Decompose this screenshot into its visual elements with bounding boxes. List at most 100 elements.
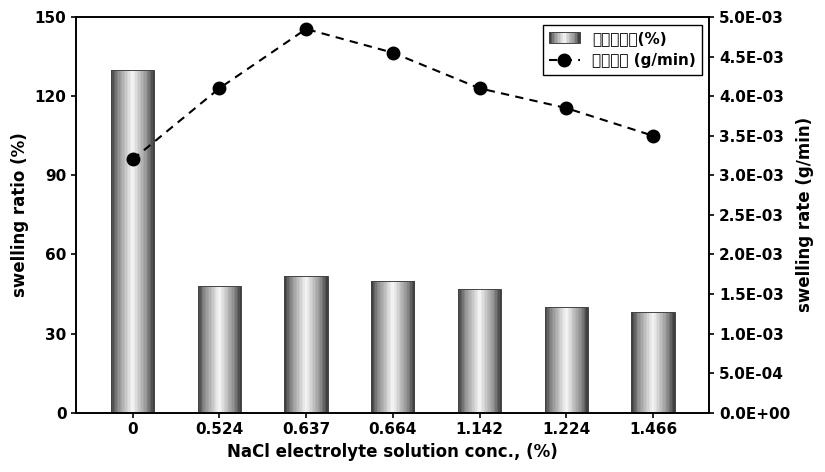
Bar (371, 281, 414, 413)
Bar (312, 276, 314, 413)
Bar (549, 307, 550, 413)
Bar (238, 286, 239, 413)
Bar (391, 281, 393, 413)
Bar (216, 286, 218, 413)
Bar (485, 289, 487, 413)
Bar (667, 312, 669, 413)
Bar (308, 276, 309, 413)
Bar (647, 312, 648, 413)
Bar (408, 281, 410, 413)
Bar (212, 286, 214, 413)
Bar (389, 281, 390, 413)
Bar (664, 312, 666, 413)
Bar (300, 276, 302, 413)
Bar (112, 70, 114, 413)
Bar (200, 286, 202, 413)
Bar (546, 307, 548, 413)
Bar (131, 70, 133, 413)
Bar (639, 312, 640, 413)
Bar (587, 307, 588, 413)
Bar (475, 289, 477, 413)
Bar (375, 281, 377, 413)
Bar (460, 289, 462, 413)
Bar (577, 307, 578, 413)
Bar (133, 70, 134, 413)
Bar (125, 70, 127, 413)
Bar (544, 307, 588, 413)
Bar (314, 276, 315, 413)
Bar (579, 307, 581, 413)
Bar (322, 276, 323, 413)
Bar (400, 281, 402, 413)
Bar (316, 276, 318, 413)
Bar (672, 312, 673, 413)
Bar (147, 70, 148, 413)
Bar (483, 289, 484, 413)
Bar (483, 289, 485, 413)
Bar (318, 276, 319, 413)
Y-axis label: swelling ratio (%): swelling ratio (%) (11, 133, 29, 297)
Bar (199, 286, 200, 413)
Bar (383, 281, 384, 413)
Bar (578, 307, 579, 413)
Bar (293, 276, 295, 413)
Bar (202, 286, 204, 413)
Bar (413, 281, 414, 413)
Bar (658, 312, 659, 413)
Bar (296, 276, 298, 413)
Bar (198, 286, 241, 413)
Bar (487, 289, 488, 413)
Bar (121, 70, 123, 413)
Bar (575, 307, 577, 413)
Bar (554, 307, 556, 413)
Bar (228, 286, 229, 413)
Bar (658, 312, 660, 413)
Bar (218, 286, 219, 413)
Bar (563, 307, 565, 413)
Bar (403, 281, 404, 413)
Bar (116, 70, 117, 413)
Bar (571, 307, 572, 413)
Bar (569, 307, 571, 413)
Bar (239, 286, 241, 413)
Bar (120, 70, 121, 413)
Bar (544, 307, 546, 413)
Bar (227, 286, 228, 413)
Bar (556, 307, 558, 413)
Bar (637, 312, 639, 413)
Bar (295, 276, 296, 413)
Bar (290, 276, 292, 413)
Bar (208, 286, 210, 413)
Bar (371, 281, 373, 413)
X-axis label: NaCl electrolyte solution conc., (%): NaCl electrolyte solution conc., (%) (228, 443, 559, 461)
Bar (465, 289, 467, 413)
Bar (581, 307, 582, 413)
Bar (219, 286, 221, 413)
Bar (297, 276, 299, 413)
Bar (390, 281, 391, 413)
Bar (206, 286, 208, 413)
Bar (143, 70, 144, 413)
Bar (653, 312, 654, 413)
Bar (141, 70, 143, 413)
Bar (550, 307, 552, 413)
Bar (472, 289, 474, 413)
Bar (493, 289, 494, 413)
Bar (302, 276, 304, 413)
Bar (566, 307, 568, 413)
Bar (148, 70, 150, 413)
Bar (648, 312, 650, 413)
Bar (643, 312, 644, 413)
Bar (231, 286, 233, 413)
Bar (306, 276, 308, 413)
Bar (221, 286, 222, 413)
Bar (562, 307, 563, 413)
Bar (660, 312, 662, 413)
Bar (118, 70, 120, 413)
Bar (644, 312, 646, 413)
Bar (582, 307, 583, 413)
Bar (393, 281, 394, 413)
Bar (130, 70, 131, 413)
Bar (558, 307, 559, 413)
Bar (402, 281, 403, 413)
